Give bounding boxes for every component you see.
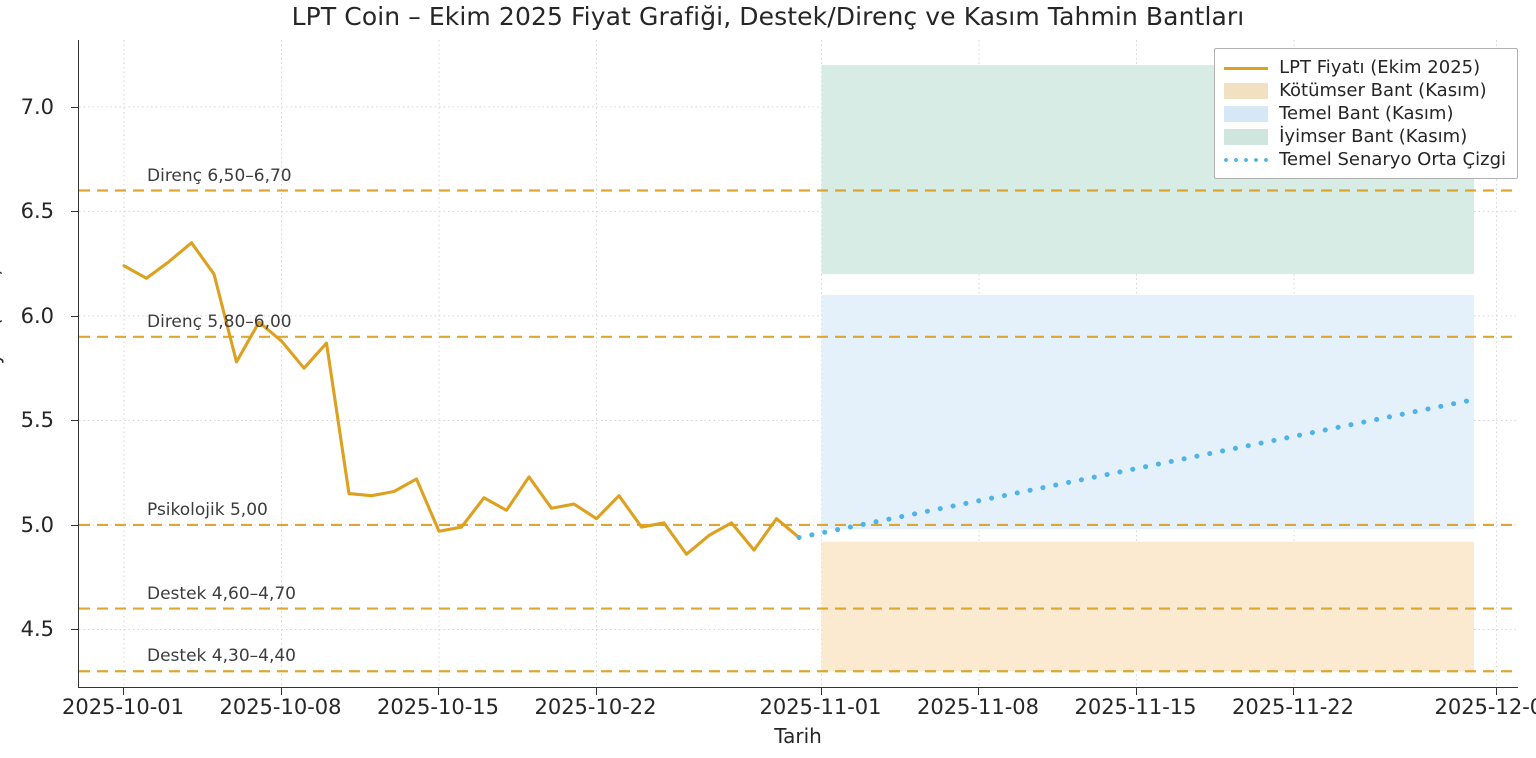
- legend-dotted-line-icon: [1224, 157, 1269, 162]
- x-axis-tick-label: 2025-11-15: [1074, 695, 1197, 719]
- x-axis-tick-label: 2025-11-08: [916, 695, 1040, 719]
- y-axis-tick-mark: [71, 420, 78, 422]
- reference-line-label: Destek 4,60–4,70: [147, 583, 296, 604]
- legend-swatch: [1224, 60, 1269, 76]
- legend-item: Temel Senaryo Orta Çizgi: [1224, 148, 1506, 171]
- y-axis-tick-label: 5.0: [20, 512, 54, 537]
- legend-swatch: [1224, 82, 1269, 99]
- y-axis-tick-mark: [71, 211, 78, 213]
- legend-item-label: İyimser Bant (Kasım): [1279, 126, 1468, 147]
- legend-patch-icon: [1224, 82, 1269, 99]
- x-axis-tick-mark: [280, 688, 282, 695]
- x-axis-tick-mark: [1495, 688, 1497, 695]
- x-axis-tick-label: 2025-12-01: [1434, 695, 1536, 719]
- chart-legend: LPT Fiyatı (Ekim 2025) Kötümser Bant (Kas…: [1214, 48, 1518, 179]
- reference-line-label: Direnç 5,80–6,00: [147, 311, 292, 332]
- y-axis-tick-mark: [71, 315, 78, 317]
- reference-line-label: Direnç 6,50–6,70: [147, 165, 292, 186]
- legend-item-label: Kötümser Bant (Kasım): [1279, 80, 1487, 101]
- forecast-band: [821, 541, 1474, 672]
- legend-patch-icon: [1224, 128, 1269, 145]
- y-axis-label: Fiyat (USD): [0, 267, 5, 381]
- y-axis-tick-label: 4.5: [20, 617, 54, 642]
- reference-line-label: Destek 4,30–4,40: [147, 646, 296, 667]
- legend-item-label: Temel Senaryo Orta Çizgi: [1279, 149, 1506, 170]
- legend-item-label: LPT Fiyatı (Ekim 2025): [1279, 57, 1481, 78]
- y-axis-tick-mark: [71, 524, 78, 526]
- data-series: [122, 241, 1477, 556]
- x-axis-tick-mark: [820, 688, 822, 695]
- x-axis-tick-label: 2025-10-08: [219, 695, 342, 719]
- legend-swatch: [1224, 152, 1269, 168]
- x-axis-tick-mark: [123, 688, 124, 695]
- x-axis-tick-label: 2025-11-01: [759, 695, 882, 719]
- legend-patch-icon: [1224, 105, 1269, 122]
- x-axis-tick-mark: [438, 688, 439, 695]
- legend-line-icon: [1224, 66, 1269, 70]
- x-axis-tick-mark: [978, 688, 979, 695]
- x-axis-tick-labels: 2025-10-01 2025-10-08 2025-10-15 2025-10-22…: [62, 688, 1536, 728]
- chart-title: LPT Coin – Ekim 2025 Fiyat Grafiği, Dest…: [291, 2, 1245, 31]
- y-axis-tick-label: 6.5: [20, 199, 54, 224]
- y-axis-tick-mark: [71, 106, 78, 108]
- x-axis-tick-label: 2025-10-01: [61, 695, 185, 719]
- reference-line-label: Psikolojik 5,00: [147, 499, 268, 520]
- legend-item: İyimser Bant (Kasım): [1224, 125, 1506, 148]
- price-line: [122, 241, 801, 556]
- x-axis-tick-mark: [1135, 688, 1137, 695]
- x-axis-label: Tarih: [774, 724, 822, 748]
- x-axis-tick-mark: [1293, 688, 1294, 695]
- y-axis-tick-labels: 7.0 6.5 6.0 5.5 5.0 4.5: [0, 40, 78, 688]
- y-axis-tick-label: 5.5: [20, 408, 54, 433]
- y-axis-tick-label: 6.0: [20, 303, 54, 328]
- y-axis-tick-label: 7.0: [20, 94, 54, 119]
- y-axis-tick-mark: [71, 629, 78, 631]
- legend-item-label: Temel Bant (Kasım): [1279, 103, 1454, 124]
- legend-swatch: [1224, 105, 1269, 122]
- legend-item: LPT Fiyatı (Ekim 2025): [1224, 56, 1506, 79]
- x-axis-tick-label: 2025-10-15: [376, 695, 500, 719]
- legend-item: Temel Bant (Kasım): [1224, 102, 1506, 125]
- forecast-band: [821, 295, 1474, 530]
- support-resistance-lines: [79, 189, 1518, 673]
- x-axis-tick-label: 2025-11-22: [1231, 695, 1355, 719]
- x-axis-tick-label: 2025-10-22: [534, 695, 657, 719]
- legend-swatch: [1224, 128, 1269, 145]
- x-axis-tick-mark: [595, 688, 597, 695]
- forecast-midline: [796, 397, 1477, 540]
- legend-item: Kötümser Bant (Kasım): [1224, 79, 1506, 102]
